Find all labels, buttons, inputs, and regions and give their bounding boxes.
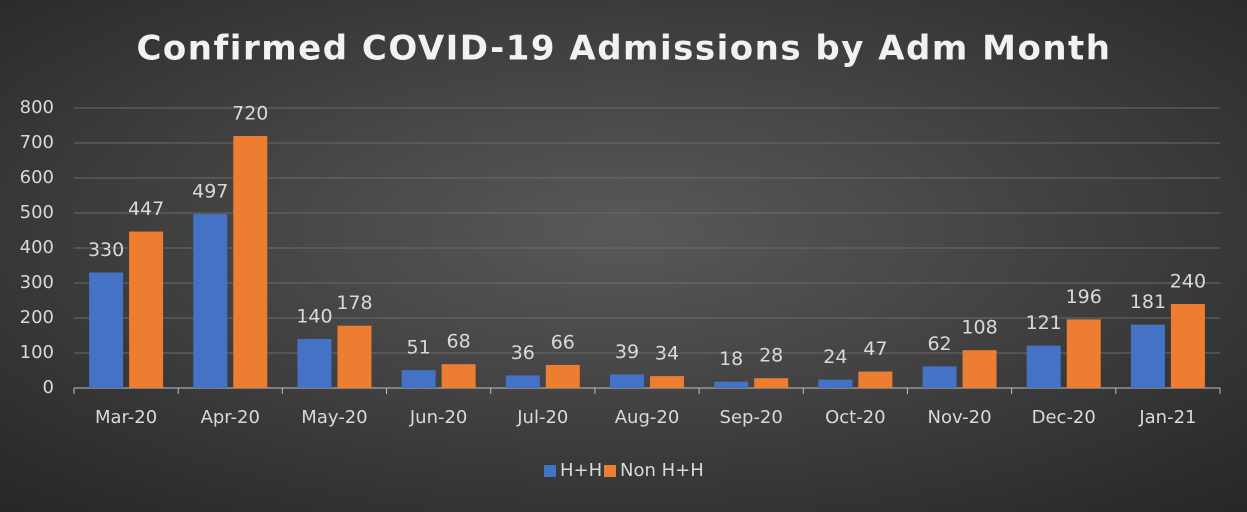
x-tick-label: Dec-20: [1032, 407, 1096, 428]
data-label: 18: [719, 348, 743, 370]
bar: [401, 370, 436, 388]
bar: [650, 376, 684, 388]
data-label: 28: [759, 345, 783, 367]
y-tick-label: 100: [20, 342, 54, 363]
bar: [89, 272, 124, 388]
legend-swatch: [544, 465, 556, 477]
bar: [545, 364, 580, 388]
data-label: 178: [336, 292, 372, 314]
data-label: 330: [88, 239, 124, 261]
x-tick-label: Aug-20: [615, 407, 680, 428]
y-tick-label: 700: [20, 132, 54, 153]
y-tick-label: 400: [20, 237, 54, 258]
data-label: 240: [1170, 271, 1206, 293]
x-tick-label: Jan-21: [1138, 407, 1196, 428]
data-label: 36: [511, 342, 535, 364]
bar: [858, 371, 893, 388]
x-tick-label: Oct-20: [825, 407, 886, 428]
bar: [818, 379, 853, 388]
x-tick-label: Nov-20: [928, 407, 992, 428]
data-label: 62: [927, 333, 951, 355]
bar: [505, 375, 540, 388]
bar: [610, 374, 644, 388]
data-label: 108: [961, 317, 997, 339]
data-label: 47: [863, 338, 887, 360]
bar: [193, 214, 228, 388]
chart-title: Confirmed COVID-19 Admissions by Adm Mon…: [136, 29, 1111, 69]
legend-label: H+H: [560, 460, 602, 481]
data-label: 34: [655, 343, 679, 365]
bar: [1066, 319, 1101, 388]
bar: [1170, 304, 1205, 388]
bar: [441, 364, 476, 388]
legend-label: Non H+H: [620, 460, 704, 481]
y-tick-label: 600: [20, 167, 54, 188]
data-label: 720: [232, 103, 268, 125]
x-tick-label: Apr-20: [201, 407, 260, 428]
data-label: 39: [615, 341, 639, 363]
y-tick-label: 500: [20, 202, 54, 223]
data-label: 68: [447, 331, 471, 353]
bar: [754, 378, 789, 388]
bar: [714, 381, 749, 388]
bar: [1026, 345, 1061, 388]
bar: [1130, 324, 1165, 388]
data-label: 51: [407, 337, 431, 359]
data-label: 140: [296, 306, 332, 328]
bar: [297, 339, 332, 388]
bar: [962, 350, 997, 388]
data-label: 497: [192, 181, 228, 203]
x-tick-label: Mar-20: [95, 407, 157, 428]
data-label: 181: [1130, 291, 1166, 313]
bar: [233, 136, 268, 388]
y-tick-label: 200: [20, 307, 54, 328]
data-label: 24: [823, 346, 847, 368]
data-label: 447: [128, 198, 164, 220]
bar: [129, 231, 164, 388]
y-tick-label: 800: [20, 97, 54, 118]
x-tick-label: Sep-20: [720, 407, 783, 428]
x-tick-label: May-20: [301, 407, 367, 428]
bar: [922, 366, 957, 388]
x-tick-label: Jul-20: [516, 407, 568, 428]
data-label: 121: [1026, 312, 1062, 334]
x-tick-label: Jun-20: [409, 407, 468, 428]
legend-swatch: [604, 465, 616, 477]
data-label: 196: [1066, 286, 1102, 308]
data-label: 66: [551, 331, 575, 353]
y-tick-label: 0: [43, 377, 54, 398]
y-tick-label: 300: [20, 272, 54, 293]
bar: [337, 325, 372, 388]
